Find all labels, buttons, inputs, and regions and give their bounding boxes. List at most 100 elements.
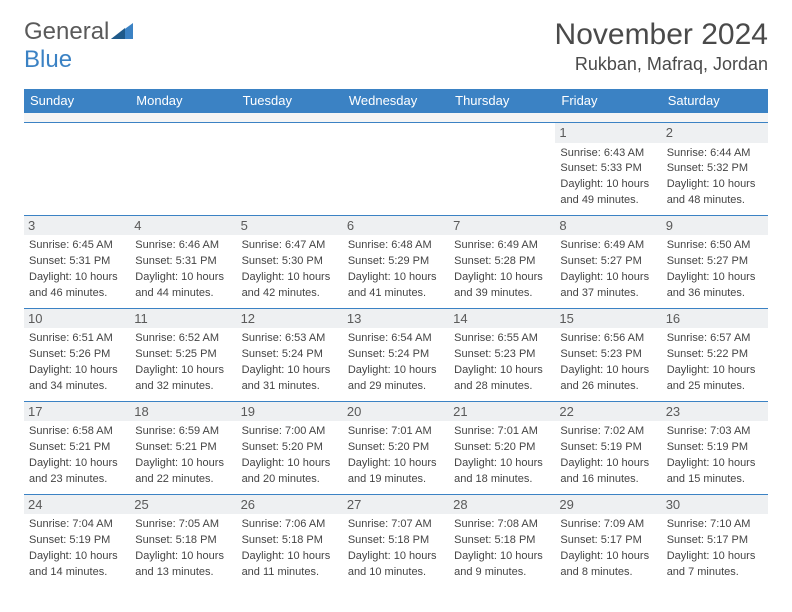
calendar-day-cell: 19Sunrise: 7:00 AMSunset: 5:20 PMDayligh… (237, 401, 343, 494)
day-daylight1: Daylight: 10 hours (667, 177, 763, 192)
day-sunset: Sunset: 5:21 PM (29, 440, 125, 455)
weekday-header: Wednesday (343, 89, 449, 113)
day-daylight2: and 39 minutes. (454, 286, 550, 301)
day-sunrise: Sunrise: 6:45 AM (29, 238, 125, 253)
calendar-day-cell: 20Sunrise: 7:01 AMSunset: 5:20 PMDayligh… (343, 401, 449, 494)
day-sunset: Sunset: 5:23 PM (454, 347, 550, 362)
day-sunset: Sunset: 5:32 PM (667, 161, 763, 176)
calendar-day-cell: 26Sunrise: 7:06 AMSunset: 5:18 PMDayligh… (237, 494, 343, 586)
day-sunrise: Sunrise: 7:06 AM (242, 517, 338, 532)
calendar-table: SundayMondayTuesdayWednesdayThursdayFrid… (24, 89, 768, 587)
day-sunrise: Sunrise: 6:56 AM (560, 331, 656, 346)
day-number: 3 (24, 216, 130, 236)
day-daylight1: Daylight: 10 hours (667, 456, 763, 471)
day-daylight1: Daylight: 10 hours (29, 456, 125, 471)
day-daylight2: and 42 minutes. (242, 286, 338, 301)
logo-word-2: Blue (24, 46, 72, 73)
day-sunrise: Sunrise: 7:08 AM (454, 517, 550, 532)
day-sunset: Sunset: 5:17 PM (667, 533, 763, 548)
logo-icon (111, 18, 133, 45)
day-sunset: Sunset: 5:18 PM (135, 533, 231, 548)
day-number: 2 (662, 123, 768, 143)
day-sunset: Sunset: 5:30 PM (242, 254, 338, 269)
title-block: November 2024 Rukban, Mafraq, Jordan (555, 18, 768, 75)
day-sunrise: Sunrise: 6:59 AM (135, 424, 231, 439)
day-sunset: Sunset: 5:24 PM (242, 347, 338, 362)
day-daylight1: Daylight: 10 hours (560, 363, 656, 378)
calendar-week-row: 17Sunrise: 6:58 AMSunset: 5:21 PMDayligh… (24, 401, 768, 494)
day-sunset: Sunset: 5:18 PM (454, 533, 550, 548)
day-daylight1: Daylight: 10 hours (135, 456, 231, 471)
day-daylight2: and 41 minutes. (348, 286, 444, 301)
calendar-day-cell: 4Sunrise: 6:46 AMSunset: 5:31 PMDaylight… (130, 215, 236, 308)
day-daylight1: Daylight: 10 hours (560, 456, 656, 471)
calendar-day-cell: . (237, 123, 343, 216)
day-number: 29 (555, 495, 661, 515)
day-sunset: Sunset: 5:20 PM (454, 440, 550, 455)
day-number: 14 (449, 309, 555, 329)
day-number: 20 (343, 402, 449, 422)
day-sunrise: Sunrise: 6:51 AM (29, 331, 125, 346)
day-sunrise: Sunrise: 6:44 AM (667, 146, 763, 161)
page-header: General Blue November 2024 Rukban, Mafra… (24, 18, 768, 75)
day-sunrise: Sunrise: 7:01 AM (348, 424, 444, 439)
calendar-day-cell: 16Sunrise: 6:57 AMSunset: 5:22 PMDayligh… (662, 308, 768, 401)
day-sunset: Sunset: 5:17 PM (560, 533, 656, 548)
day-daylight1: Daylight: 10 hours (667, 363, 763, 378)
day-daylight1: Daylight: 10 hours (348, 270, 444, 285)
day-daylight2: and 29 minutes. (348, 379, 444, 394)
day-daylight2: and 10 minutes. (348, 565, 444, 580)
day-sunrise: Sunrise: 6:54 AM (348, 331, 444, 346)
day-daylight2: and 22 minutes. (135, 472, 231, 487)
day-sunset: Sunset: 5:19 PM (560, 440, 656, 455)
day-sunrise: Sunrise: 6:53 AM (242, 331, 338, 346)
day-daylight2: and 46 minutes. (29, 286, 125, 301)
day-number: 4 (130, 216, 236, 236)
day-number: 7 (449, 216, 555, 236)
day-number: 24 (24, 495, 130, 515)
day-daylight2: and 26 minutes. (560, 379, 656, 394)
day-daylight1: Daylight: 10 hours (560, 177, 656, 192)
day-daylight2: and 8 minutes. (560, 565, 656, 580)
calendar-day-cell: 11Sunrise: 6:52 AMSunset: 5:25 PMDayligh… (130, 308, 236, 401)
day-number: 6 (343, 216, 449, 236)
logo-text: General Blue (24, 18, 133, 74)
day-daylight1: Daylight: 10 hours (242, 270, 338, 285)
day-number: 16 (662, 309, 768, 329)
day-daylight2: and 32 minutes. (135, 379, 231, 394)
day-daylight2: and 49 minutes. (560, 193, 656, 208)
month-title: November 2024 (555, 18, 768, 52)
day-daylight2: and 48 minutes. (667, 193, 763, 208)
calendar-day-cell: 13Sunrise: 6:54 AMSunset: 5:24 PMDayligh… (343, 308, 449, 401)
day-daylight2: and 23 minutes. (29, 472, 125, 487)
day-sunrise: Sunrise: 6:52 AM (135, 331, 231, 346)
calendar-day-cell: . (449, 123, 555, 216)
calendar-day-cell: 1Sunrise: 6:43 AMSunset: 5:33 PMDaylight… (555, 123, 661, 216)
day-sunset: Sunset: 5:21 PM (135, 440, 231, 455)
weekday-header: Monday (130, 89, 236, 113)
day-number: 27 (343, 495, 449, 515)
day-daylight2: and 15 minutes. (667, 472, 763, 487)
day-sunrise: Sunrise: 7:09 AM (560, 517, 656, 532)
day-daylight2: and 44 minutes. (135, 286, 231, 301)
day-daylight1: Daylight: 10 hours (29, 270, 125, 285)
day-number: 28 (449, 495, 555, 515)
calendar-day-cell: 18Sunrise: 6:59 AMSunset: 5:21 PMDayligh… (130, 401, 236, 494)
day-number: 25 (130, 495, 236, 515)
day-daylight1: Daylight: 10 hours (135, 270, 231, 285)
day-daylight1: Daylight: 10 hours (348, 456, 444, 471)
calendar-day-cell: 21Sunrise: 7:01 AMSunset: 5:20 PMDayligh… (449, 401, 555, 494)
calendar-day-cell: 7Sunrise: 6:49 AMSunset: 5:28 PMDaylight… (449, 215, 555, 308)
day-number: 21 (449, 402, 555, 422)
day-sunset: Sunset: 5:33 PM (560, 161, 656, 176)
calendar-week-row: .....1Sunrise: 6:43 AMSunset: 5:33 PMDay… (24, 123, 768, 216)
day-number: 15 (555, 309, 661, 329)
calendar-day-cell: 3Sunrise: 6:45 AMSunset: 5:31 PMDaylight… (24, 215, 130, 308)
day-number: 19 (237, 402, 343, 422)
day-daylight2: and 19 minutes. (348, 472, 444, 487)
day-sunset: Sunset: 5:19 PM (667, 440, 763, 455)
day-number: 1 (555, 123, 661, 143)
day-sunrise: Sunrise: 7:02 AM (560, 424, 656, 439)
day-daylight1: Daylight: 10 hours (560, 270, 656, 285)
day-daylight1: Daylight: 10 hours (242, 363, 338, 378)
